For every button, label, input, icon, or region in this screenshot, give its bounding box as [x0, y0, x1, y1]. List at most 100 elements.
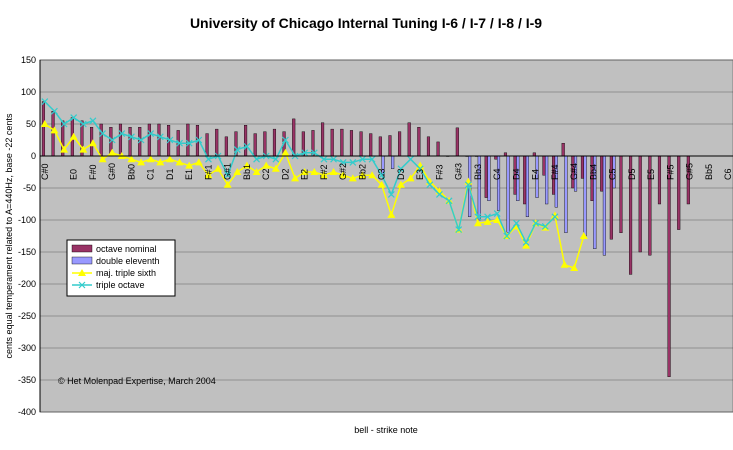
point-triple-octave — [99, 130, 106, 138]
x-tick-label: E0 — [69, 169, 79, 180]
point-maj-triple-sixth — [271, 164, 280, 172]
bar-octave-nominal — [667, 155, 671, 378]
bar-double-eleventh — [391, 155, 395, 170]
legend-swatch — [71, 244, 93, 253]
y-axis-label: cents equal temperament related to A=440… — [4, 113, 14, 358]
bar-octave-nominal — [292, 118, 296, 157]
bar-octave-nominal — [484, 155, 488, 198]
x-tick-label: G#1 — [223, 163, 233, 180]
point-maj-triple-sixth — [165, 155, 174, 163]
bar-octave-nominal — [99, 123, 103, 157]
bar-octave-nominal — [330, 128, 334, 157]
y-tick-label: -400 — [18, 407, 36, 417]
point-triple-octave — [532, 219, 540, 227]
point-maj-triple-sixth — [156, 158, 165, 166]
point-maj-triple-sixth — [329, 168, 338, 175]
x-tick-label: G#3 — [454, 163, 464, 180]
x-tick-label: C#0 — [40, 163, 50, 180]
x-tick-label: C6 — [723, 168, 733, 180]
x-tick-label: E1 — [184, 169, 194, 180]
plot-area — [39, 59, 733, 413]
x-tick-label: C4 — [492, 168, 502, 180]
bar-octave-nominal — [253, 133, 257, 157]
point-maj-triple-sixth — [348, 174, 357, 182]
point-triple-octave — [368, 155, 376, 163]
point-maj-triple-sixth — [98, 155, 107, 163]
bar-octave-nominal — [215, 128, 219, 157]
x-tick-label: D3 — [396, 168, 406, 180]
point-triple-octave — [513, 219, 520, 227]
point-triple-octave — [272, 155, 280, 163]
point-triple-octave — [310, 149, 318, 157]
point-triple-octave — [349, 158, 357, 166]
point-maj-triple-sixth — [560, 260, 569, 268]
bar-octave-nominal — [147, 123, 151, 157]
y-tick-label: -250 — [18, 311, 36, 321]
bar-octave-nominal — [561, 142, 565, 157]
point-maj-triple-sixth — [570, 264, 579, 271]
point-maj-triple-sixth — [473, 219, 482, 227]
point-maj-triple-sixth — [223, 180, 232, 188]
point-triple-octave — [330, 155, 337, 163]
bar-double-eleventh — [506, 155, 510, 234]
x-tick-label: E5 — [646, 169, 656, 180]
point-maj-triple-sixth — [550, 211, 559, 219]
point-maj-triple-sixth — [194, 158, 203, 166]
point-triple-octave — [253, 155, 260, 163]
point-triple-octave — [359, 155, 366, 163]
point-triple-octave — [339, 158, 347, 166]
bar-octave-nominal — [118, 123, 123, 157]
point-maj-triple-sixth — [262, 161, 271, 169]
point-triple-octave — [243, 142, 251, 150]
bar-double-eleventh — [554, 155, 558, 208]
point-maj-triple-sixth — [493, 216, 502, 223]
point-triple-octave — [195, 136, 203, 144]
bar-octave-nominal — [436, 141, 440, 157]
point-maj-triple-sixth — [522, 241, 531, 249]
bar-octave-nominal — [224, 136, 228, 157]
x-tick-label: C1 — [146, 168, 156, 180]
bar-octave-nominal — [186, 123, 190, 157]
y-tick-label: -300 — [18, 343, 36, 353]
x-tick-label: D5 — [627, 168, 637, 180]
point-triple-octave — [156, 133, 164, 141]
x-tick-label: F#5 — [665, 164, 675, 180]
point-triple-octave — [301, 149, 309, 157]
point-triple-octave — [493, 210, 501, 218]
point-triple-octave — [474, 213, 482, 221]
point-maj-triple-sixth — [60, 145, 69, 153]
point-triple-octave — [233, 146, 241, 154]
bar-octave-nominal — [677, 155, 681, 230]
point-triple-octave — [89, 117, 97, 125]
point-maj-triple-sixth — [319, 171, 328, 179]
point-triple-octave — [416, 165, 424, 173]
y-tick-label: -50 — [23, 183, 36, 193]
point-maj-triple-sixth — [483, 217, 492, 225]
point-maj-triple-sixth — [358, 171, 367, 179]
x-tick-label: C2 — [261, 168, 271, 180]
legend-label: maj. triple sixth — [96, 268, 156, 278]
y-tick-label: -100 — [18, 215, 36, 225]
point-maj-triple-sixth — [406, 174, 415, 182]
point-triple-octave — [436, 190, 443, 198]
bar-octave-nominal — [426, 136, 431, 157]
y-tick-label: 100 — [21, 87, 36, 97]
x-tick-label: G#0 — [107, 163, 117, 180]
bar-octave-nominal — [619, 155, 623, 234]
bar-octave-nominal — [128, 126, 132, 157]
point-triple-octave — [455, 226, 463, 234]
legend-label: triple octave — [96, 280, 145, 290]
point-triple-octave — [60, 120, 68, 128]
point-triple-octave — [397, 165, 405, 173]
bar-octave-nominal — [580, 155, 585, 179]
legend-label: double eleventh — [96, 256, 160, 266]
bar-octave-nominal — [417, 126, 421, 157]
legend-marker — [78, 281, 86, 289]
x-tick-label: D1 — [165, 168, 175, 180]
point-maj-triple-sixth — [377, 180, 386, 188]
bar-octave-nominal — [609, 155, 613, 240]
x-tick-label: Bb1 — [242, 164, 252, 180]
axes: 150 100 50 0 -50 -100 -150 -200 -250 -300 -350 -400… — [18, 55, 733, 417]
bar-double-eleventh — [564, 155, 568, 234]
